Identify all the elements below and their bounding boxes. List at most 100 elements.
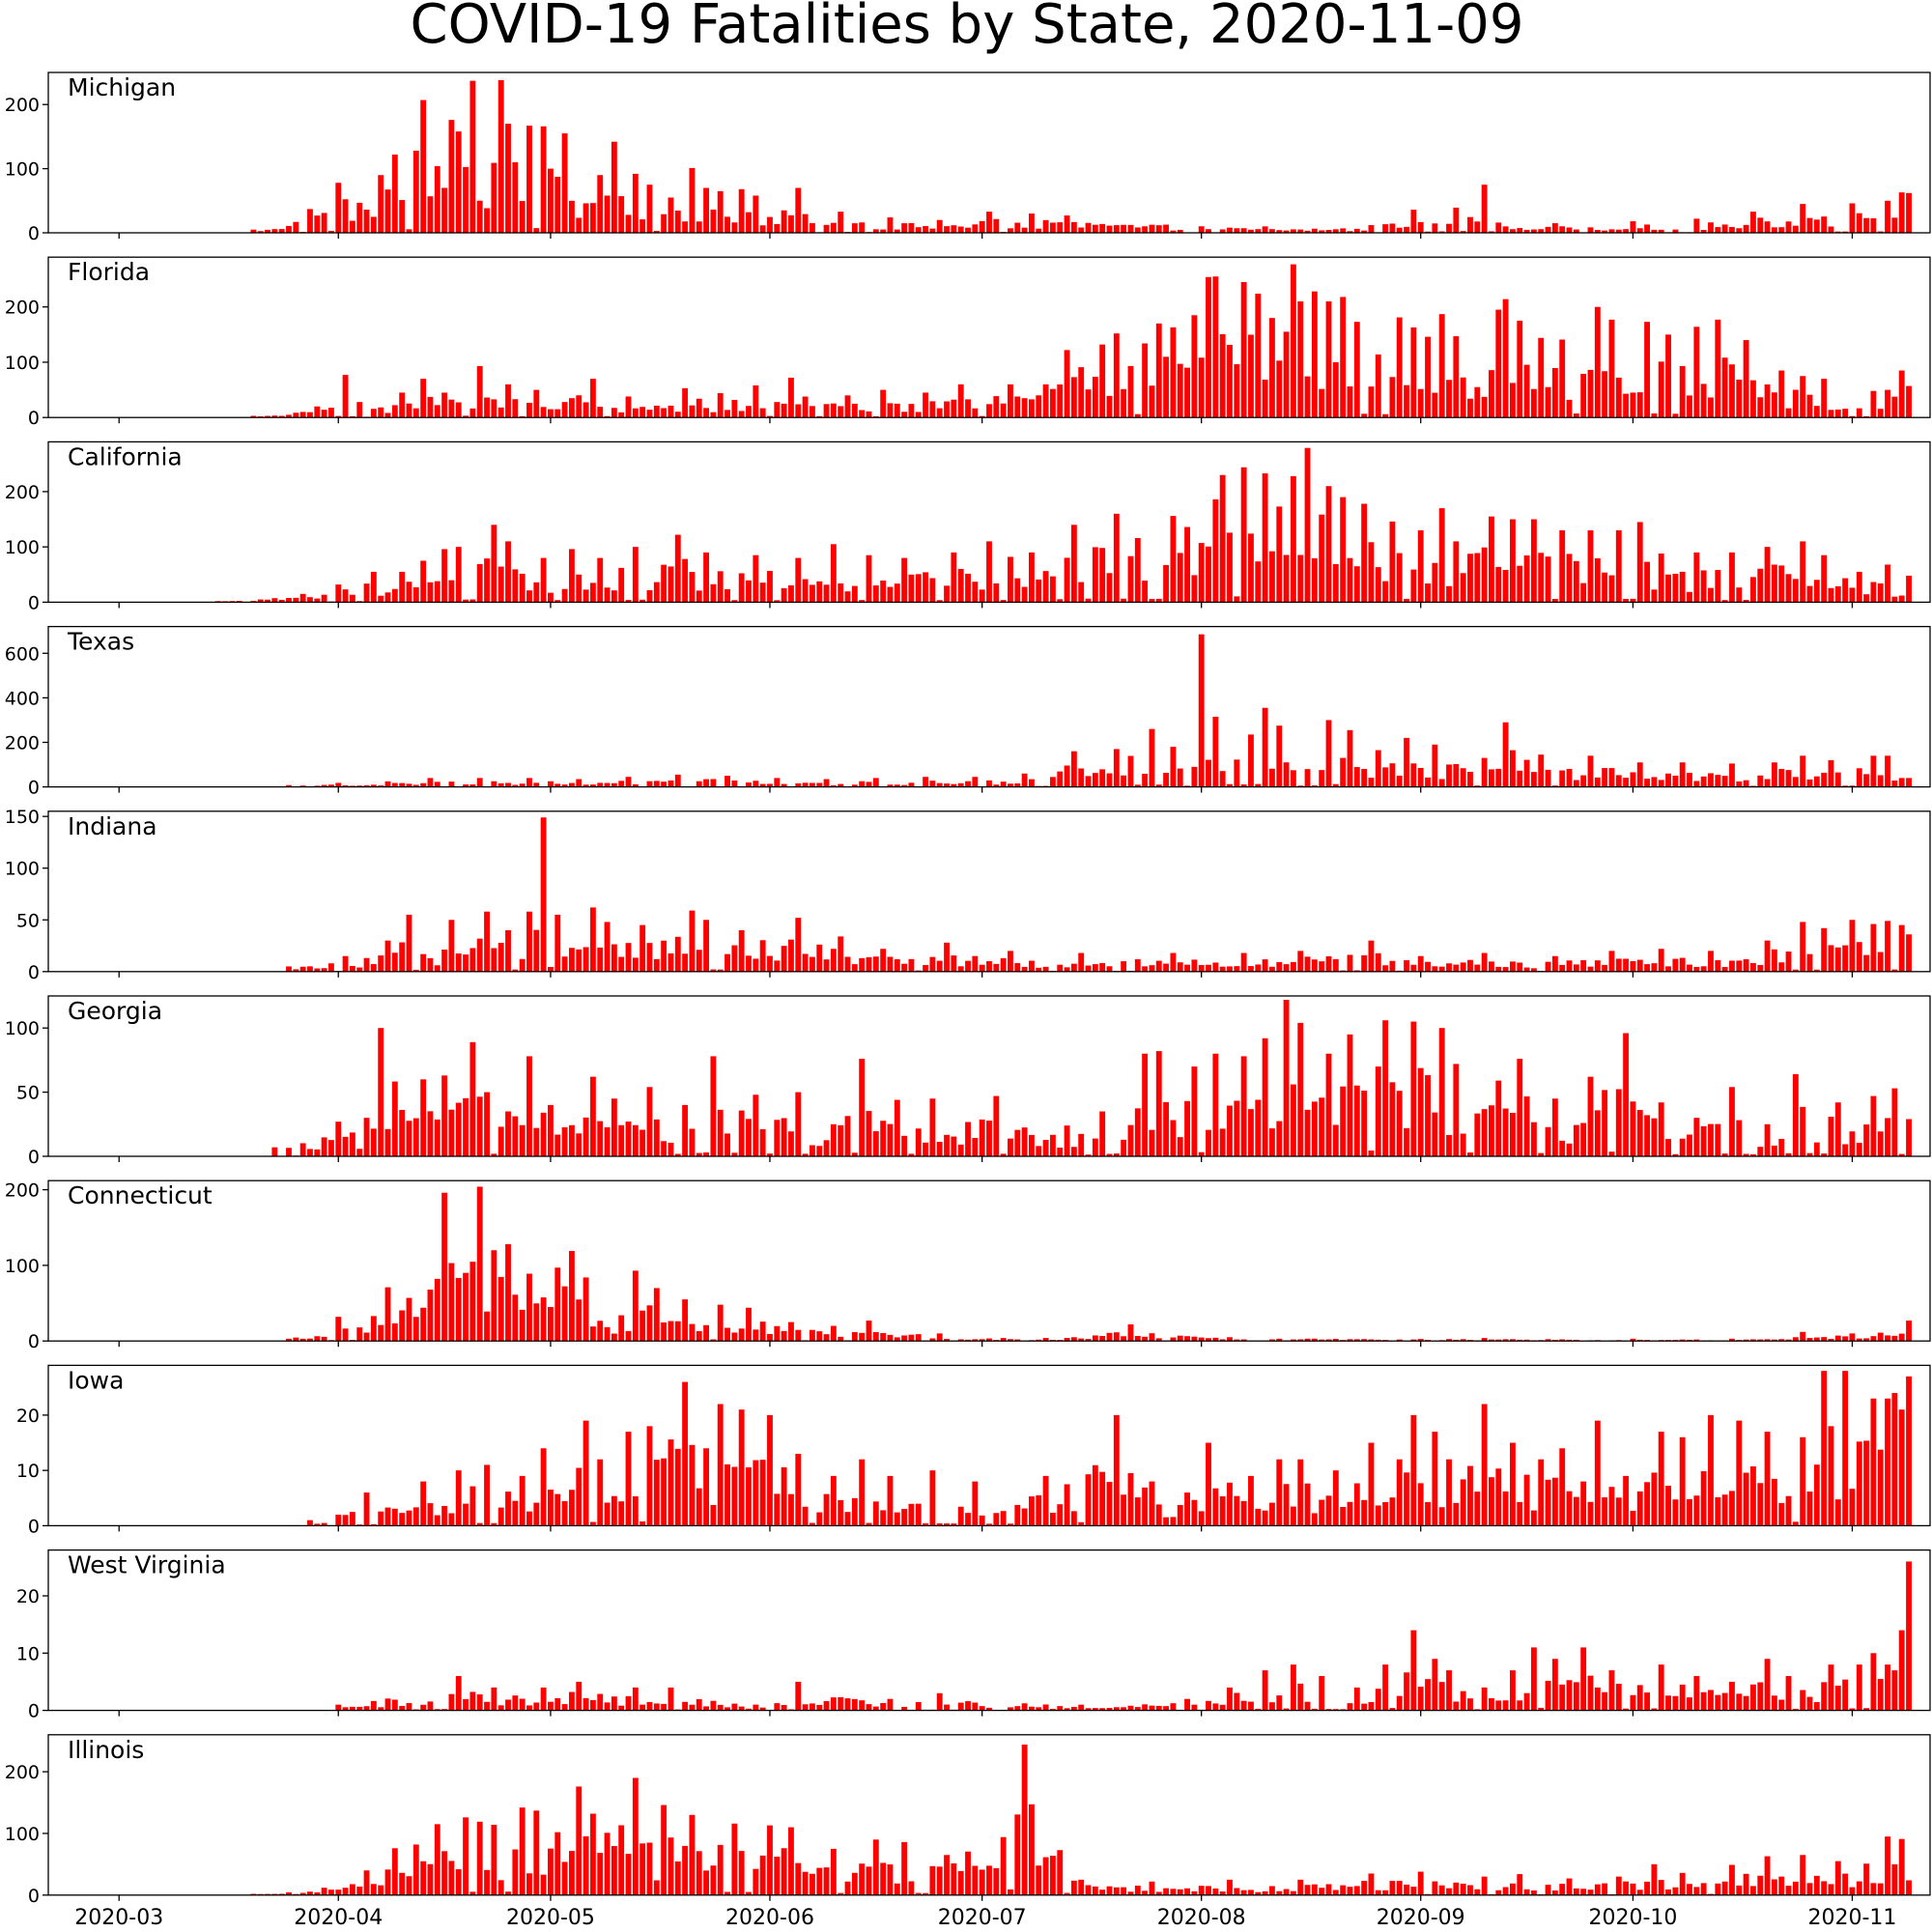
bar [1438,508,1445,603]
bar [753,1460,759,1526]
bar [1778,1502,1785,1526]
bar [1898,595,1905,603]
bar [1715,1694,1721,1711]
bar [972,1865,979,1895]
bar [1432,1432,1438,1526]
bar [370,1316,377,1342]
bar [1177,768,1183,787]
bar [661,408,668,418]
bar [1530,388,1537,418]
bar [265,415,270,418]
bar [1319,1499,1325,1526]
bar [1495,1700,1502,1711]
bar [1587,529,1594,603]
bar [1510,1339,1516,1342]
bar [1163,963,1170,972]
bar [399,782,406,787]
bar [412,784,419,787]
bar [1368,940,1375,972]
bar [611,408,617,418]
bar [1353,1687,1360,1711]
bar [1658,1432,1664,1526]
bar [1227,1105,1233,1156]
bar [476,1096,483,1156]
bar [696,950,702,972]
y-tick-label: 0 [28,778,40,799]
bar [1743,340,1749,418]
bar [1404,960,1410,972]
bar [1587,1076,1594,1156]
bar [1319,514,1325,603]
bar [830,403,837,418]
bar [1821,1153,1828,1156]
bar [872,1332,879,1342]
bar [1177,363,1183,418]
bar [1149,385,1155,418]
y-tick-label: 0 [28,592,40,613]
bar [1806,585,1813,603]
bar [753,1704,759,1711]
bar [1906,1321,1912,1342]
bar [1396,1881,1403,1895]
bar [1792,579,1799,603]
bar [1389,521,1396,603]
bar [972,408,979,418]
bar [1651,1863,1658,1895]
bar [455,1676,462,1711]
bar [1608,1151,1615,1156]
bar [1304,1701,1311,1711]
bar [1530,1122,1537,1156]
bar [908,1881,915,1895]
bar [576,1133,582,1156]
bar [1467,1152,1473,1156]
bar [1036,1865,1042,1895]
bar [469,408,476,418]
bar [1404,1884,1410,1895]
bar [936,782,943,787]
bar [1000,1153,1007,1156]
bar [342,1515,349,1526]
bar [1566,1491,1573,1526]
bar [851,784,858,787]
bar [512,1695,519,1711]
bar [1460,1479,1466,1526]
bar [1749,577,1756,603]
bar [1623,958,1630,972]
bar [639,1129,646,1156]
bar [1325,230,1332,233]
bar [965,1122,971,1156]
bar [1530,519,1537,603]
bar [1438,1507,1445,1526]
bar [1425,1501,1431,1526]
bar [1219,229,1226,233]
bar [1743,1873,1749,1895]
bar [1849,1333,1856,1342]
bar [944,1134,950,1156]
bar [1658,1664,1664,1711]
bar [314,406,321,418]
bar [1764,384,1771,418]
bar [1332,958,1339,972]
bar [746,1307,752,1342]
bar [1212,716,1219,787]
bar [1234,596,1240,603]
bar [1885,1664,1890,1711]
bar [548,1307,554,1342]
bar [859,1700,866,1711]
bar [314,598,321,603]
bar [497,566,504,603]
bar [823,1334,830,1342]
bar [491,1522,497,1526]
bar [979,1119,985,1156]
bar [406,1510,412,1526]
bar [639,407,646,418]
bar [1269,1886,1275,1895]
bar [1460,1883,1466,1895]
bar [1849,1708,1856,1711]
bar [1212,1703,1219,1711]
bar [682,221,689,233]
bar [561,1861,568,1895]
bar [1757,568,1764,603]
bar [1276,1338,1283,1342]
